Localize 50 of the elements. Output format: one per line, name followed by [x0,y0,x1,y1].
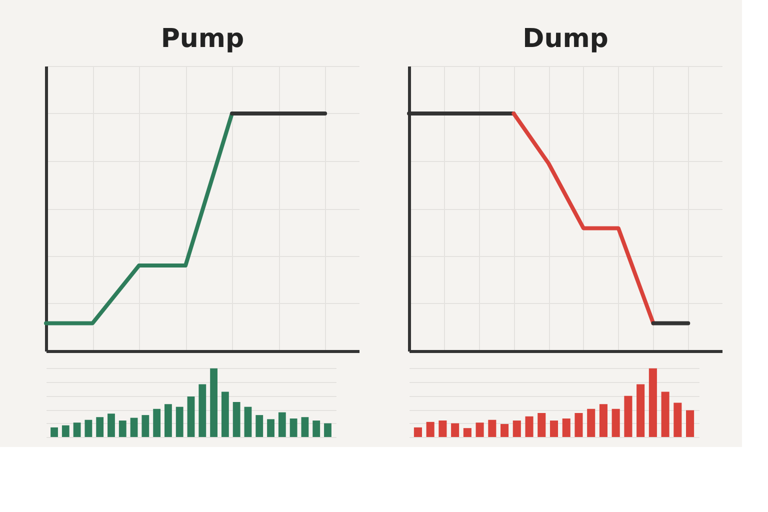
bar [500,424,509,437]
bar [244,406,252,437]
bar [210,368,218,437]
bar [84,420,92,437]
bar [221,392,229,437]
bar [301,417,309,437]
bar [96,417,104,437]
bar [232,402,240,437]
bar [62,425,70,437]
bar [312,420,320,437]
bar [153,408,161,437]
bar [488,420,496,437]
bar [118,420,126,437]
bar [438,420,447,437]
bar [130,418,138,437]
bar [451,423,460,437]
bar [278,412,286,437]
bar [414,427,422,437]
bar [686,410,694,437]
bar [636,384,645,437]
bar [512,420,521,437]
bar [587,408,596,437]
bar [612,408,620,437]
bar [648,368,657,437]
bar [624,396,632,437]
chart-title: Pump [160,24,244,54]
bar [525,416,534,437]
bar [290,418,298,437]
bar [674,402,682,437]
bar [108,414,115,437]
bar [187,396,195,437]
bar [73,422,81,437]
bar [176,406,184,437]
bar [142,415,150,437]
bar [661,392,670,437]
bar [550,420,558,437]
bar [198,384,206,437]
bar [538,413,546,437]
chart-title: Dump [522,24,608,54]
bar [463,428,472,437]
bar [574,413,583,437]
bar [164,404,172,437]
bar [267,419,274,437]
bar [562,418,570,437]
bar [256,415,264,437]
bar [599,404,608,437]
bar [324,423,332,437]
bar [50,427,58,437]
bar [476,422,484,437]
bar [426,422,434,437]
